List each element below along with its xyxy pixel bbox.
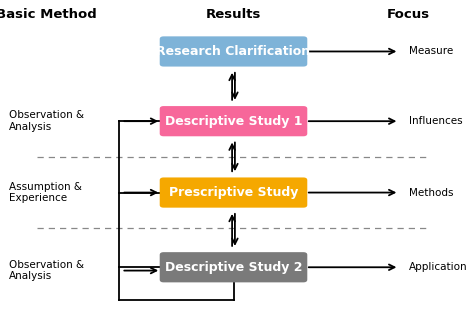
- Text: Observation &
Analysis: Observation & Analysis: [9, 260, 85, 282]
- Text: Descriptive Study 1: Descriptive Study 1: [165, 115, 302, 128]
- Text: Observation &
Analysis: Observation & Analysis: [9, 110, 85, 132]
- Text: Prescriptive Study: Prescriptive Study: [169, 186, 298, 199]
- Text: Research Clarification: Research Clarification: [156, 45, 311, 58]
- Text: Applications: Applications: [409, 262, 467, 272]
- Text: Assumption &
Experience: Assumption & Experience: [9, 182, 82, 204]
- Text: Influences: Influences: [409, 116, 462, 126]
- Text: Methods: Methods: [409, 188, 453, 198]
- FancyBboxPatch shape: [160, 177, 307, 208]
- FancyBboxPatch shape: [160, 37, 307, 66]
- Text: Results: Results: [206, 8, 261, 21]
- Text: Basic Method: Basic Method: [0, 8, 97, 21]
- FancyBboxPatch shape: [160, 106, 307, 136]
- Text: Measure: Measure: [409, 46, 453, 56]
- FancyBboxPatch shape: [160, 252, 307, 282]
- Text: Descriptive Study 2: Descriptive Study 2: [165, 261, 302, 274]
- Text: Focus: Focus: [387, 8, 430, 21]
